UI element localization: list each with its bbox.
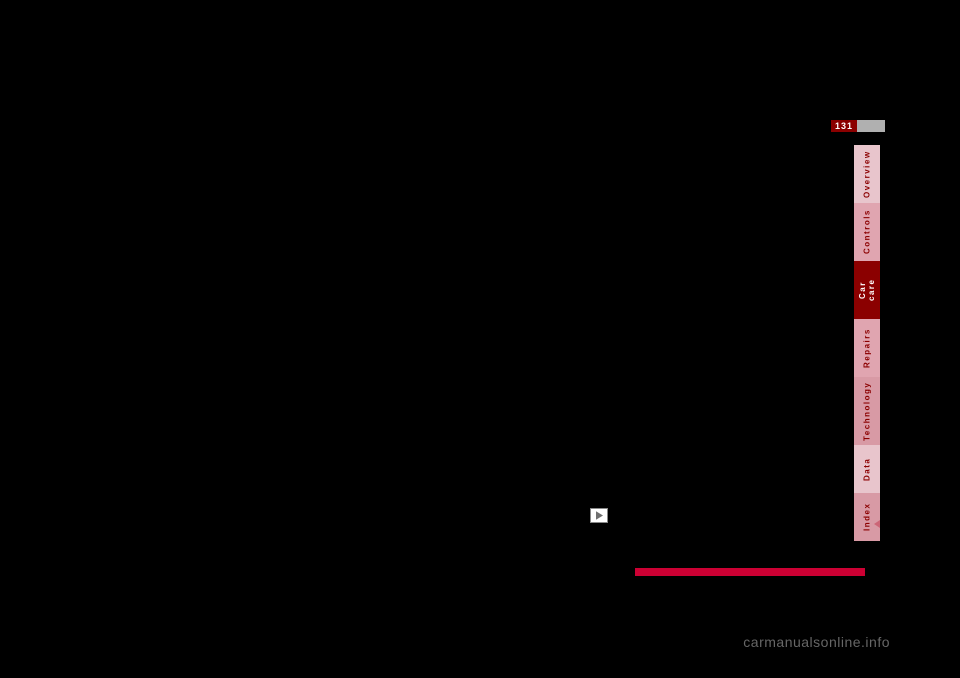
section-tabs: Overview Controls Car care Repairs Techn… [854,145,880,541]
watermark-text: carmanualsonline.info [743,634,890,650]
play-icon[interactable] [590,508,608,523]
footer-bar [635,568,865,576]
tab-carcare[interactable]: Car care [854,261,880,319]
tab-repairs[interactable]: Repairs [854,319,880,377]
tab-overview[interactable]: Overview [854,145,880,203]
tab-technology[interactable]: Technology [854,377,880,445]
tab-controls[interactable]: Controls [854,203,880,261]
tab-index[interactable]: Index [854,493,880,541]
back-arrow-icon[interactable] [874,520,880,528]
page-number: 131 [831,120,857,132]
tab-data[interactable]: Data [854,445,880,493]
